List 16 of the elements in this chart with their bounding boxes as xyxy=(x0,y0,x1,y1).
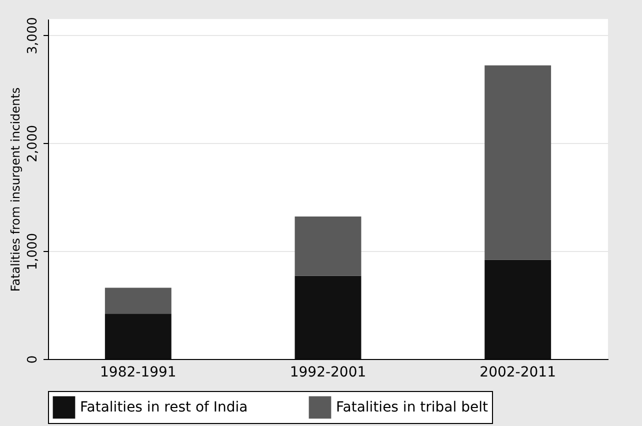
y-tick-label: 3,000 xyxy=(26,17,40,54)
bar xyxy=(294,216,362,276)
bar xyxy=(484,65,552,260)
x-tick-label: 1992-2001 xyxy=(290,364,366,380)
bar xyxy=(294,276,362,359)
bar xyxy=(484,260,552,359)
bar xyxy=(104,288,172,314)
bar xyxy=(104,314,172,359)
y-axis-title: Fatalities from insurgent incidents xyxy=(8,87,22,292)
y-tick-label: 1,000 xyxy=(26,232,40,270)
x-tick-label: 2002-2011 xyxy=(480,364,556,380)
y-tick-label: 0 xyxy=(26,355,40,364)
x-tick-label: 1982-1991 xyxy=(100,364,176,380)
legend-label: Fatalities in rest of India xyxy=(80,399,248,416)
y-tick-label: 2,000 xyxy=(26,125,40,162)
legend-label: Fatalities in tribal belt xyxy=(336,399,488,416)
